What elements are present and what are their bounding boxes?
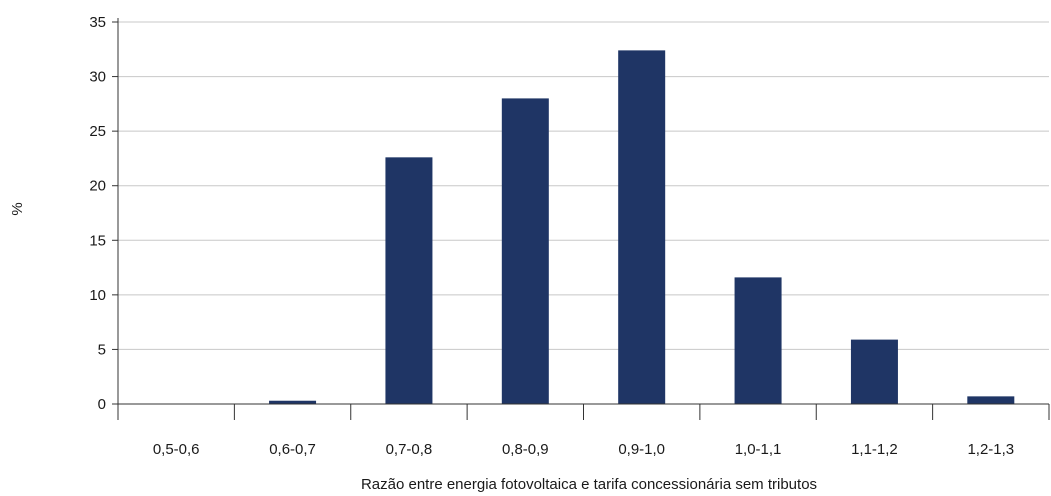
y-tick-label: 10 <box>89 287 106 304</box>
bar <box>385 157 433 404</box>
bars <box>269 50 1015 405</box>
x-tick-label: 1,2-1,3 <box>967 441 1014 458</box>
y-tick-labels: 0 5 10 15 20 25 30 35 <box>89 14 106 413</box>
x-tick-label: 0,9-1,0 <box>618 441 665 458</box>
x-tick-label: 1,0-1,1 <box>735 441 782 458</box>
bar <box>269 400 317 404</box>
x-tick-label: 0,5-0,6 <box>153 441 200 458</box>
bar <box>734 277 782 404</box>
x-tick-label: 1,1-1,2 <box>851 441 898 458</box>
gridlines <box>118 21 1049 350</box>
x-tick-label: 0,6-0,7 <box>269 441 316 458</box>
bar <box>501 98 549 405</box>
y-tick-label: 0 <box>98 396 106 413</box>
x-axis-label: Razão entre energia fotovoltaica e tarif… <box>361 476 817 493</box>
bar <box>618 50 666 405</box>
y-tick-label: 30 <box>89 69 106 86</box>
y-tick-label: 25 <box>89 123 106 140</box>
bar <box>850 339 898 404</box>
y-tick-label: 15 <box>89 232 106 249</box>
x-tick-label: 0,8-0,9 <box>502 441 549 458</box>
bar <box>967 396 1015 404</box>
y-tick-label: 5 <box>98 341 106 358</box>
y-tick-label: 35 <box>89 14 106 31</box>
x-tick-labels: 0,5-0,6 0,6-0,7 0,7-0,8 0,8-0,9 0,9-1,0 1,0-1… <box>153 441 1014 458</box>
x-tick-label: 0,7-0,8 <box>386 441 433 458</box>
y-axis-label: % <box>9 202 26 215</box>
axes <box>112 18 1050 420</box>
y-tick-label: 20 <box>89 178 106 195</box>
